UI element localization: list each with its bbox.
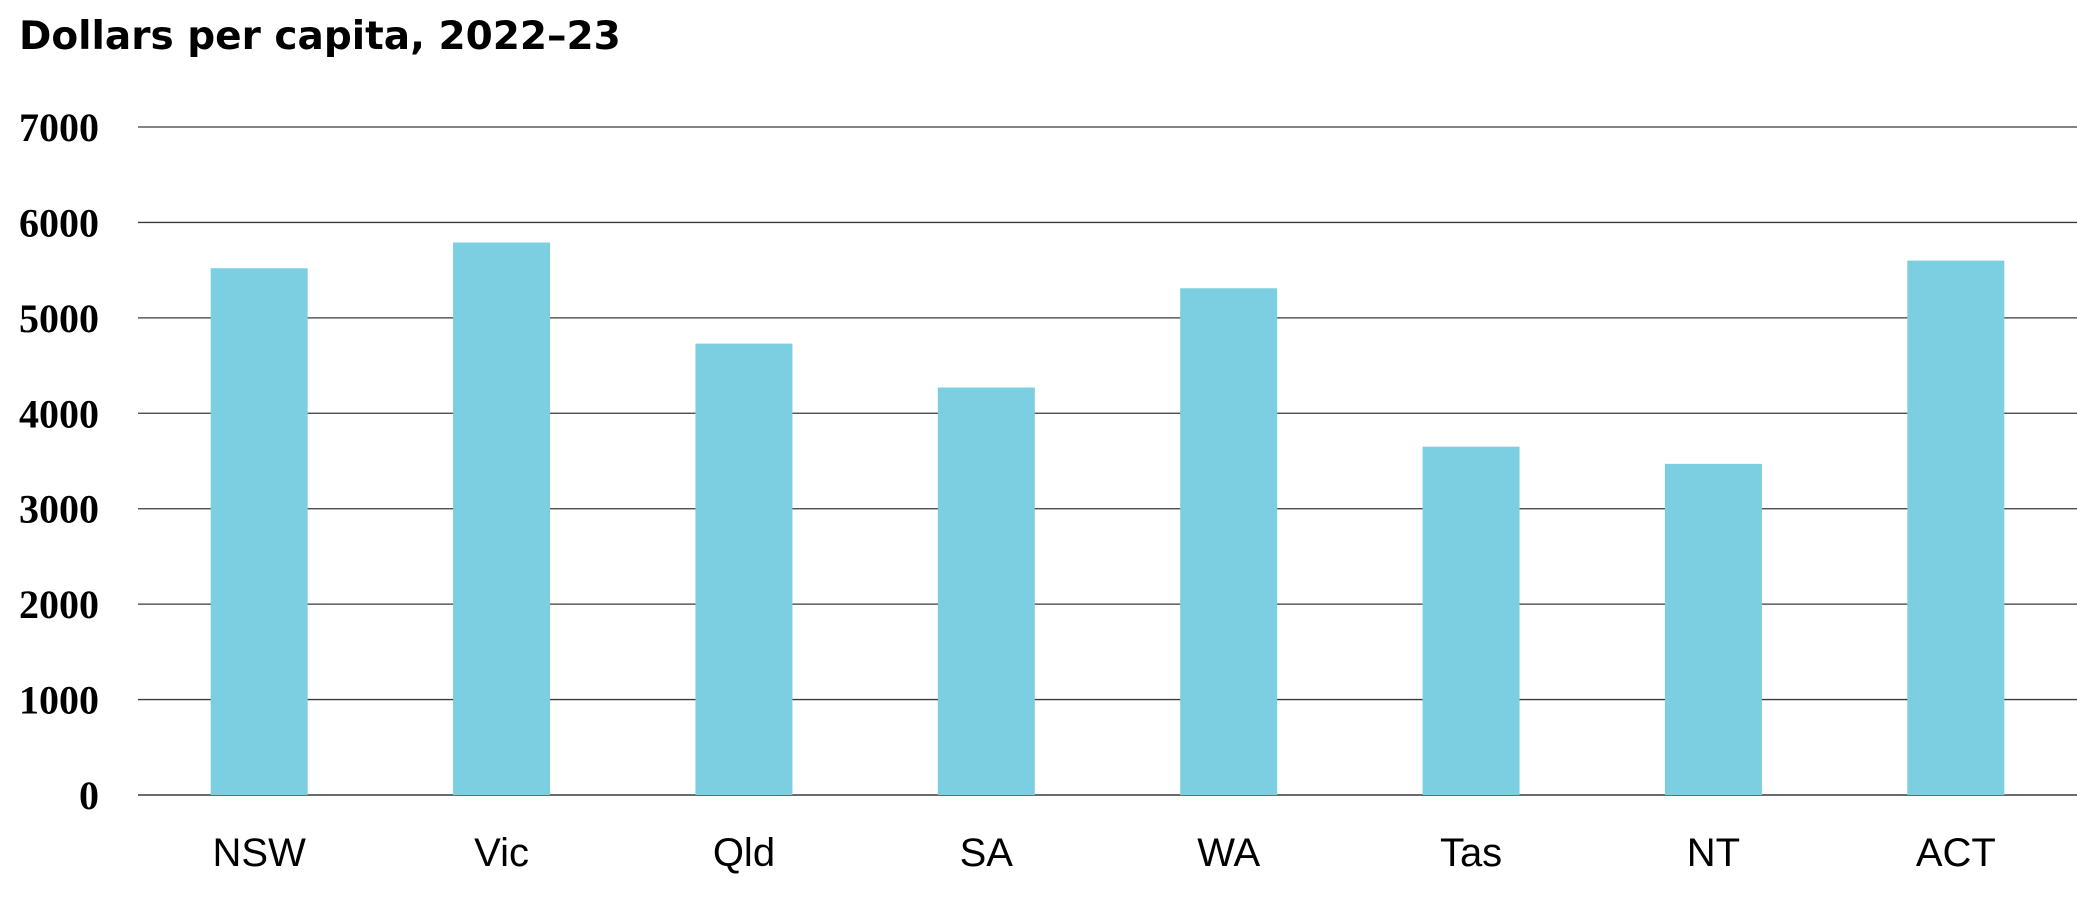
y-tick-label: 3000 (19, 487, 99, 532)
bar-qld (695, 343, 793, 795)
y-tick-label: 2000 (19, 582, 99, 627)
bar-nsw (210, 268, 308, 796)
x-tick-label-tas: Tas (1440, 831, 1502, 875)
x-tick-label-vic: Vic (474, 831, 529, 875)
bar-tas (1422, 446, 1520, 795)
bar-act (1907, 260, 2005, 796)
bars (210, 242, 2005, 796)
bar-wa (1180, 288, 1278, 795)
x-axis-ticks: NSW Vic Qld SA WA Tas NT ACT (213, 831, 1996, 875)
y-tick-label: 4000 (19, 391, 99, 436)
y-tick-label: 0 (79, 773, 99, 818)
y-tick-label: 1000 (19, 678, 99, 723)
y-tick-label: 6000 (19, 200, 99, 245)
x-tick-label-act: ACT (1916, 831, 1996, 875)
x-tick-label-qld: Qld (713, 831, 775, 875)
gridlines (138, 126, 2077, 796)
x-tick-label-wa: WA (1197, 831, 1260, 875)
x-tick-label-nsw: NSW (213, 831, 307, 875)
bar-nt (1664, 463, 1762, 795)
y-axis-ticks: 0 1000 2000 3000 4000 5000 6000 7000 (19, 105, 99, 818)
x-tick-label-nt: NT (1687, 831, 1740, 875)
bar-sa (937, 387, 1035, 795)
y-tick-label: 5000 (19, 296, 99, 341)
bar-vic (453, 242, 551, 795)
y-tick-label: 7000 (19, 105, 99, 150)
chart-title: Dollars per capita, 2022–23 (19, 14, 621, 59)
x-tick-label-sa: SA (960, 831, 1014, 875)
